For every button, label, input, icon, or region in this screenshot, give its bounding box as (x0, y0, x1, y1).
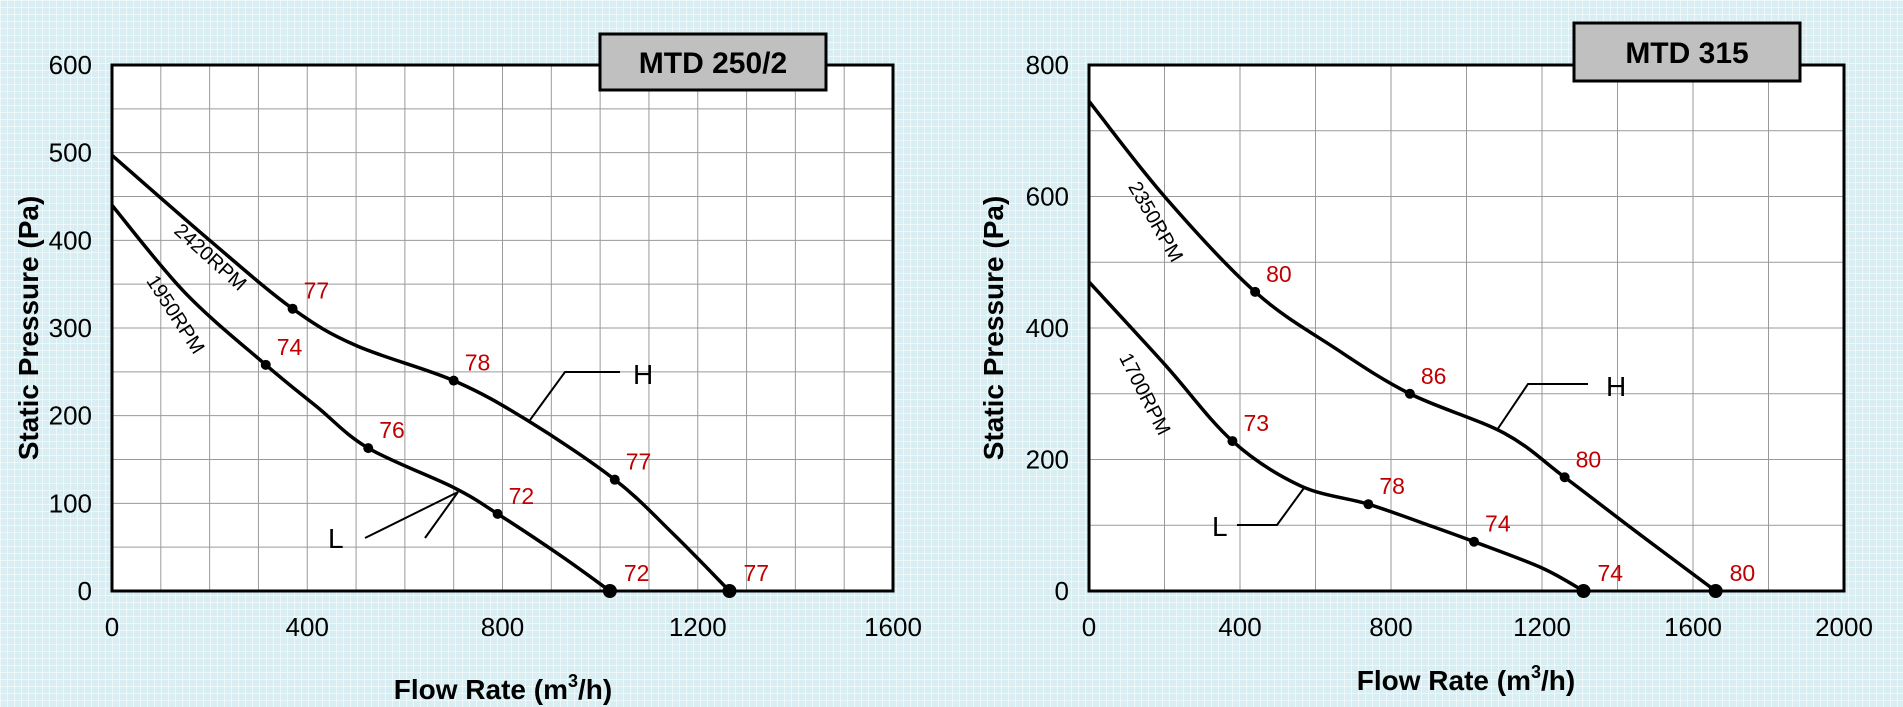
series-leader-line (1496, 383, 1588, 431)
y-tick-label: 400 (1026, 313, 1069, 343)
title-box (598, 32, 828, 92)
plot-frame (110, 63, 895, 593)
series-line-H (110, 153, 731, 593)
x-tick-label: 1600 (1664, 612, 1722, 642)
data-point (609, 474, 620, 485)
data-point (722, 584, 737, 598)
data-point (602, 584, 617, 598)
x-tick-label: 1200 (669, 612, 727, 642)
y-tick-label: 400 (49, 225, 92, 255)
series-name-label: H (633, 359, 653, 390)
data-point (1404, 388, 1415, 399)
y-tick-label: 800 (1026, 50, 1069, 80)
y-tick-label: 600 (1026, 182, 1069, 212)
data-point (363, 443, 374, 454)
data-point (492, 508, 503, 519)
data-point-label: 73 (1243, 410, 1269, 436)
x-axis-label: Flow Rate (m3/h) (394, 671, 612, 705)
y-tick-label: 0 (1055, 576, 1069, 606)
y-tick-label: 300 (49, 313, 92, 343)
x-axis-label: Flow Rate (m3/h) (1357, 662, 1575, 696)
x-tick-label: 1200 (1513, 612, 1571, 642)
y-tick-label: 500 (49, 138, 92, 168)
x-axis-label-superscript: 3 (1531, 662, 1541, 682)
x-tick-label: 1600 (864, 612, 922, 642)
data-point-label: 74 (1485, 511, 1511, 537)
series-leader-line (529, 371, 620, 421)
series-name-label: L (1212, 511, 1228, 542)
data-point (1469, 536, 1480, 547)
data-point-label: 72 (624, 560, 650, 586)
series-name-label: L (328, 523, 344, 554)
series-leader-line (1237, 487, 1305, 526)
y-tick-label: 600 (49, 50, 92, 80)
series-line-L (1087, 280, 1585, 593)
data-point-label: 80 (1266, 261, 1292, 287)
data-point-label: 80 (1730, 560, 1756, 586)
y-tick-label: 200 (1026, 445, 1069, 475)
y-tick-label: 200 (49, 401, 92, 431)
x-tick-label: 800 (481, 612, 524, 642)
series-line-H (1087, 100, 1717, 593)
y-axis-label: Static Pressure (Pa) (978, 196, 1009, 461)
data-point (1708, 584, 1723, 598)
data-point (448, 375, 459, 386)
data-point (1576, 584, 1591, 598)
series-line-L (110, 204, 611, 593)
data-point-label: 77 (304, 278, 330, 304)
data-point-label: 77 (743, 560, 769, 586)
data-point-label: 72 (509, 483, 535, 509)
y-tick-label: 100 (49, 488, 92, 518)
data-point (260, 359, 271, 370)
data-point-label: 74 (277, 334, 303, 360)
data-point-label: 76 (379, 417, 405, 443)
chart-title: MTD 315 (1625, 37, 1748, 70)
y-tick-label: 0 (78, 576, 92, 606)
series-leader-line (364, 491, 459, 539)
x-axis-label-superscript: 3 (568, 671, 578, 691)
x-tick-label: 0 (105, 612, 119, 642)
x-tick-label: 400 (1218, 612, 1261, 642)
x-axis-label-text: /h) (1541, 665, 1575, 696)
chart-0: 0 400 800 1200 1600 0 100 200 300 400 500 600 Flow R… (13, 32, 922, 705)
series-name-label: H (1606, 371, 1626, 402)
title-box (1572, 21, 1802, 83)
x-tick-label: 2000 (1815, 612, 1873, 642)
data-point-label: 78 (1379, 473, 1405, 499)
x-axis-label-text: Flow Rate (m (394, 674, 568, 705)
x-axis-label-text: Flow Rate (m (1357, 665, 1531, 696)
data-point-label: 77 (626, 449, 652, 475)
data-point (1559, 472, 1570, 483)
plot-frame (1087, 63, 1846, 593)
data-point (1250, 286, 1261, 297)
chart-title: MTD 250/2 (639, 47, 787, 80)
x-tick-label: 800 (1369, 612, 1412, 642)
data-point (287, 303, 298, 314)
data-point (1363, 499, 1374, 510)
data-point-label: 74 (1598, 560, 1624, 586)
data-point-label: 78 (465, 350, 491, 376)
chart-1: 0 400 800 1200 1600 2000 0 200 400 600 800 Flow Rat… (978, 21, 1873, 696)
data-point (1227, 436, 1238, 447)
data-point-label: 86 (1421, 363, 1447, 389)
x-tick-label: 0 (1082, 612, 1096, 642)
x-tick-label: 400 (286, 612, 329, 642)
y-axis-label: Static Pressure (Pa) (13, 196, 44, 461)
x-axis-label-text: /h) (578, 674, 612, 705)
data-point-label: 80 (1576, 446, 1602, 472)
